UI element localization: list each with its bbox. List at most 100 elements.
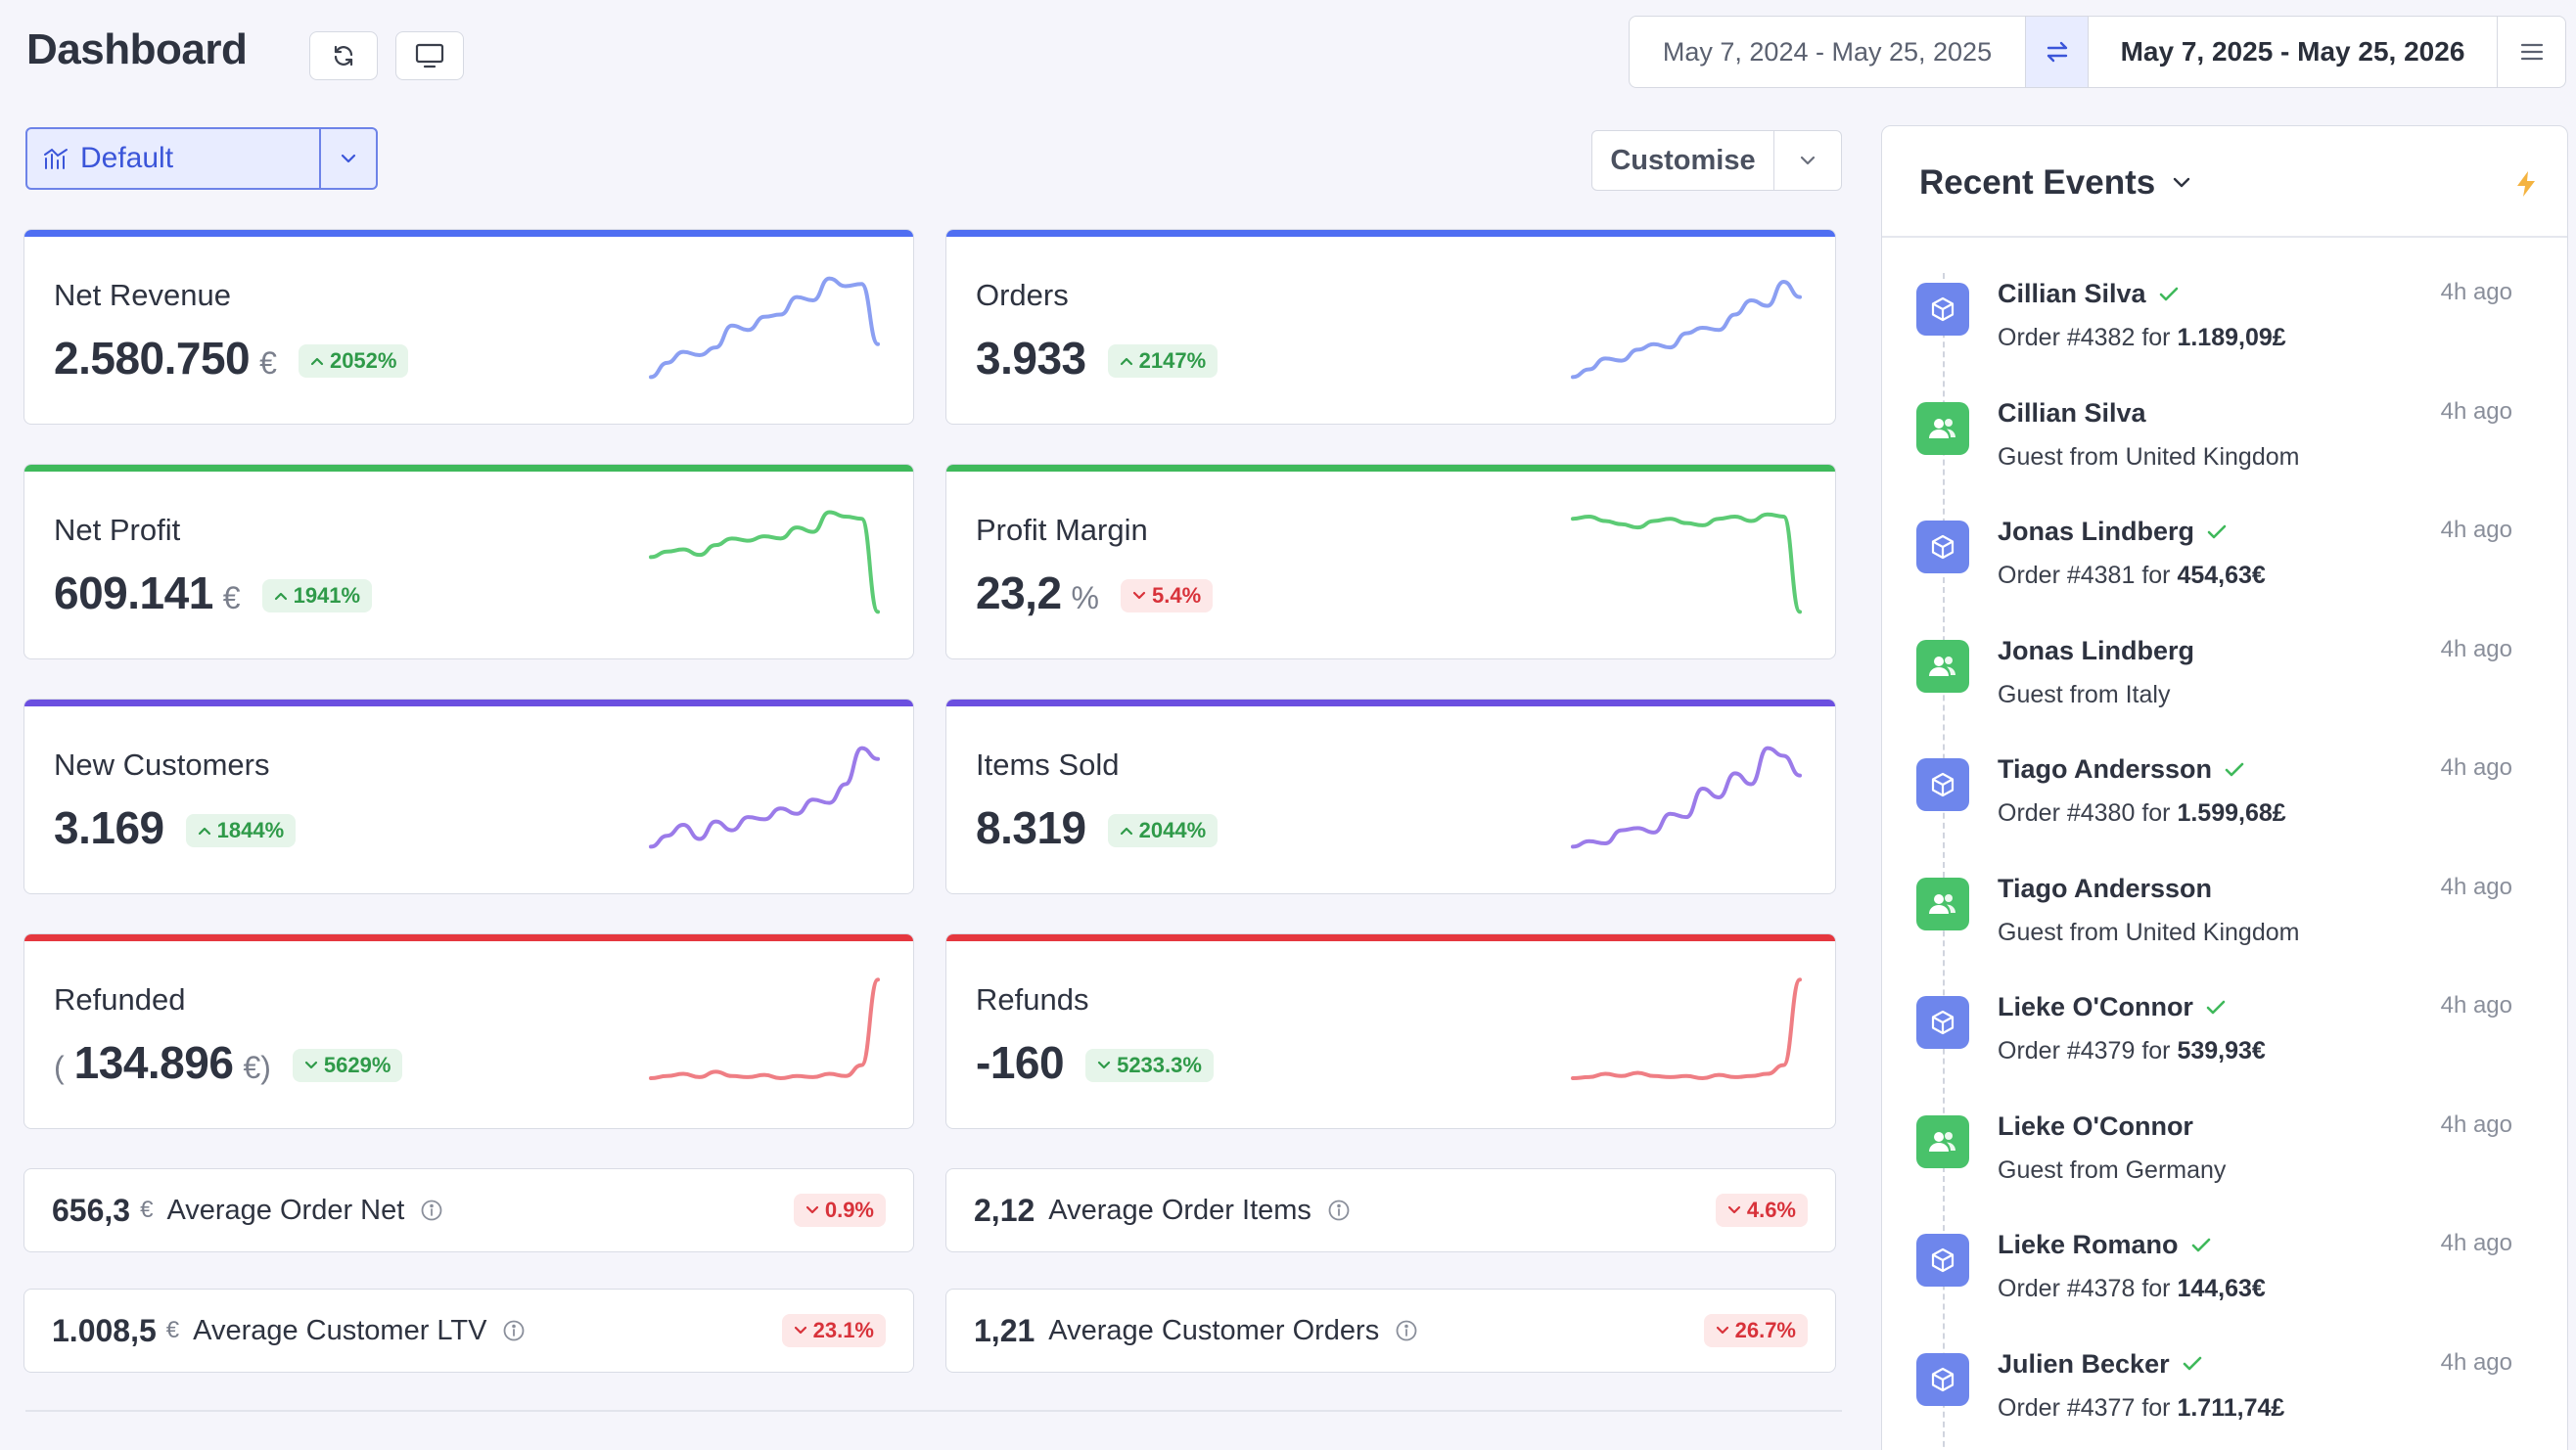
event-person[interactable]: Lieke O'Connor [1998, 992, 2193, 1021]
event-description: Guest from Italy [1998, 680, 2171, 708]
chevron-down-icon [2174, 177, 2190, 188]
metric-card[interactable]: Refunded (134.896 €) 5629% [23, 933, 914, 1129]
event-description: Guest from United Kingdom [1998, 918, 2300, 946]
change-badge: 5629% [292, 1049, 403, 1082]
average-stat-card[interactable]: 2,12 Average Order Items 4.6% [945, 1168, 1836, 1252]
refresh-button[interactable] [309, 31, 378, 80]
refresh-icon [334, 45, 353, 67]
stat-unit: € [140, 1197, 154, 1223]
event-person[interactable]: Lieke O'Connor [1998, 1110, 2193, 1141]
metric-value: 2.580.750 [54, 333, 251, 384]
event-time: 4h ago [2440, 754, 2512, 781]
events-title[interactable]: Recent Events [1919, 163, 2192, 203]
metric-value: 23,2 [976, 567, 1062, 618]
event-item[interactable]: Cillian Silva Guest from United Kingdom 4h… [1882, 367, 2567, 484]
trend-sparkline [1571, 977, 1802, 1081]
order-box-icon [1916, 758, 1969, 811]
event-person[interactable]: Cillian Silva [1998, 279, 2146, 308]
metric-card[interactable]: Net Profit 609.141 €1941% [23, 464, 914, 659]
info-icon[interactable] [420, 1199, 443, 1222]
check-icon [2207, 524, 2227, 538]
trend-sparkline [1571, 279, 1802, 380]
events-header: Recent Events [1882, 126, 2567, 238]
chevron-down-icon [1097, 1061, 1111, 1069]
event-description: Order #4377 for 1.711,74£ [1998, 1393, 2285, 1422]
metric-name: Net Revenue [54, 278, 231, 312]
event-time: 4h ago [2440, 1110, 2512, 1138]
sparkline-path [649, 746, 880, 849]
event-person[interactable]: Jonas Lindberg [1998, 635, 2195, 665]
chevron-down-icon [794, 1326, 806, 1335]
event-description: Order #4380 for 1.599,68£ [1998, 799, 2286, 827]
previous-date-range[interactable]: May 7, 2024 - May 25, 2025 [1630, 17, 2026, 87]
event-person[interactable]: Cillian Silva [1998, 397, 2146, 428]
sparkline-path [1571, 279, 1802, 380]
metric-card[interactable]: Orders 3.933 2147% [945, 229, 1836, 425]
display-mode-button[interactable] [395, 31, 464, 80]
page-title: Dashboard [26, 25, 248, 73]
metric-name: Refunds [976, 982, 1089, 1017]
event-time: 4h ago [2440, 517, 2512, 543]
stat-value: 1,21 [974, 1312, 1035, 1348]
event-person[interactable]: Lieke Romano [1998, 1230, 2179, 1259]
dashboard-preset-select[interactable]: Default [25, 127, 378, 190]
event-person[interactable]: Jonas Lindberg [1998, 517, 2195, 546]
date-menu-button[interactable] [2498, 17, 2565, 87]
chart-bars-icon [44, 148, 68, 169]
info-icon[interactable] [1395, 1319, 1418, 1342]
stat-label: Average Order Net [166, 1194, 405, 1226]
event-time: 4h ago [2440, 635, 2512, 662]
event-description: Guest from Germany [1998, 1155, 2227, 1184]
order-box-icon [1916, 521, 1969, 573]
metric-card[interactable]: Profit Margin 23,2% 5.4% [945, 464, 1836, 659]
live-bolt-icon [2514, 169, 2538, 204]
metric-card[interactable]: New Customers 3.169 1844% [23, 699, 914, 894]
event-item[interactable]: Lieke O'Connor Order #4379 for 539,93€ 4h … [1882, 961, 2567, 1078]
event-person[interactable]: Julien Becker [1998, 1348, 2170, 1379]
event-item[interactable]: Cillian Silva Order #4382 for 1.189,09£ 4h… [1882, 248, 2567, 365]
change-badge: 26.7% [1703, 1314, 1808, 1347]
change-badge: 2044% [1107, 814, 1219, 847]
event-description: Order #4381 for 454,63€ [1998, 562, 2266, 589]
card-accent-bar [24, 465, 913, 472]
event-person[interactable]: Tiago Andersson [1998, 873, 2213, 903]
event-item[interactable]: Julien Becker Order #4377 for 1.711,74£ 4h… [1882, 1318, 2567, 1435]
date-range-selector: May 7, 2024 - May 25, 2025 May 7, 2025 -… [1629, 16, 2566, 88]
chevron-up-icon [1120, 357, 1132, 366]
average-stat-card[interactable]: 1,21 Average Customer Orders 26.7% [945, 1289, 1836, 1373]
info-icon[interactable] [1327, 1199, 1351, 1222]
chevron-up-icon [274, 592, 287, 601]
average-stat-card[interactable]: 656,3 € Average Order Net 0.9% [23, 1168, 914, 1252]
metric-value: 3.933 [976, 333, 1086, 384]
check-icon [2183, 1356, 2201, 1371]
sparkline-path [1571, 977, 1802, 1081]
current-date-range[interactable]: May 7, 2025 - May 25, 2026 [2089, 17, 2498, 87]
chevron-down-icon [1727, 1205, 1740, 1214]
event-time: 4h ago [2440, 1348, 2512, 1376]
change-badge: 23.1% [781, 1314, 886, 1347]
event-item[interactable]: Tiago Andersson Order #4380 for 1.599,68£… [1882, 723, 2567, 840]
customise-button[interactable]: Customise [1591, 130, 1842, 191]
sparkline-path [649, 276, 880, 380]
swap-date-ranges-button[interactable] [2026, 17, 2089, 87]
event-person[interactable]: Tiago Andersson [1998, 754, 2213, 784]
event-description: Order #4379 for 539,93€ [1998, 1037, 2266, 1065]
info-icon[interactable] [502, 1319, 526, 1342]
stat-label: Average Customer Orders [1048, 1314, 1380, 1346]
event-item[interactable]: Lieke Romano Order #4378 for 144,63€ 4h ag… [1882, 1199, 2567, 1316]
chevron-down-icon [805, 1205, 818, 1214]
chevron-down-icon [304, 1061, 317, 1069]
average-stat-card[interactable]: 1.008,5 € Average Customer LTV 23.1% [23, 1289, 914, 1373]
chevron-down-icon [1132, 591, 1146, 600]
event-item[interactable]: Tiago Andersson Guest from United Kingdom… [1882, 842, 2567, 960]
metric-card[interactable]: Net Revenue 2.580.750 €2052% [23, 229, 914, 425]
card-accent-bar [946, 700, 1835, 706]
event-item[interactable]: Jonas Lindberg Guest from Italy 4h ago [1882, 605, 2567, 722]
metric-card[interactable]: Refunds -160 5233.3% [945, 933, 1836, 1129]
customise-dropdown-toggle[interactable] [1774, 131, 1841, 190]
event-item[interactable]: Jonas Lindberg Order #4381 for 454,63€ 4h … [1882, 485, 2567, 603]
metric-card[interactable]: Items Sold 8.319 2044% [945, 699, 1836, 894]
event-item[interactable]: Lieke O'Connor Guest from Germany 4h ago [1882, 1080, 2567, 1198]
metric-unit: €) [243, 1050, 271, 1085]
change-badge: 4.6% [1715, 1194, 1808, 1227]
